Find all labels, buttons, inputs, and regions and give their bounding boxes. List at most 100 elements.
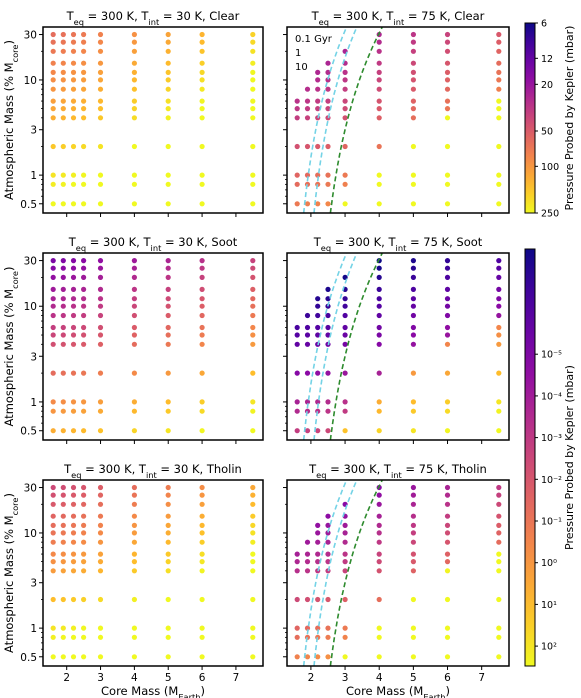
data-point [315, 86, 321, 92]
x-tick-label: 4 [131, 672, 138, 684]
data-point [250, 625, 256, 631]
data-point [131, 539, 137, 545]
data-point [325, 286, 331, 292]
data-point [444, 201, 451, 207]
data-point [315, 312, 321, 319]
curve-label: 1 [295, 48, 301, 59]
data-point [410, 172, 416, 178]
data-point [410, 654, 416, 660]
data-point [342, 568, 348, 574]
data-point [315, 332, 321, 338]
data-point [304, 654, 311, 660]
data-point [199, 428, 205, 434]
data-point [60, 341, 66, 347]
data-point [325, 559, 331, 565]
data-point [199, 286, 205, 292]
data-point [131, 492, 137, 498]
data-point [304, 559, 311, 565]
data-point [60, 332, 66, 338]
data-point [97, 77, 104, 83]
data-point [496, 513, 502, 519]
data-point [165, 332, 171, 338]
data-point [131, 522, 137, 529]
data-point [199, 77, 205, 83]
data-point [97, 408, 104, 414]
data-point [97, 106, 104, 112]
data-point [304, 551, 311, 557]
data-point [325, 551, 331, 557]
data-point [131, 312, 137, 319]
data-point [376, 522, 382, 529]
data-point [81, 634, 87, 640]
data-point [60, 312, 66, 319]
y-tick-label: 0.5 [20, 199, 37, 211]
data-point [131, 625, 137, 631]
data-point [410, 484, 416, 491]
data-point [70, 265, 77, 271]
data-point [250, 513, 256, 519]
x-tick-label: 7 [478, 672, 485, 684]
panel-4: Teq = 300 K, Tint = 75 K, Soot [283, 235, 510, 444]
data-point [50, 265, 56, 271]
data-point [50, 399, 56, 405]
curve-label: 10 [295, 62, 308, 73]
data-point [81, 69, 87, 75]
data-point [376, 341, 382, 347]
data-point [50, 428, 56, 434]
data-point [70, 596, 77, 603]
data-point [410, 530, 416, 536]
data-point [199, 181, 205, 187]
data-point [304, 106, 311, 112]
data-point [496, 428, 502, 434]
data-point [70, 428, 77, 434]
data-point [250, 258, 256, 264]
data-point [70, 60, 77, 66]
evolution-curve [329, 480, 383, 667]
data-point [81, 303, 87, 309]
colorbar-label: Pressure Probed by Kepler (mbar) [563, 26, 576, 211]
data-point [97, 654, 104, 660]
data-point [325, 513, 331, 519]
x-tick-label: 5 [165, 672, 172, 684]
data-point [81, 596, 87, 603]
data-point [50, 77, 56, 83]
data-point [131, 48, 137, 54]
x-tick-label: 3 [342, 672, 349, 684]
data-point [81, 181, 87, 187]
data-point [199, 143, 205, 150]
data-point [304, 332, 311, 338]
data-point [165, 522, 171, 529]
data-point [342, 654, 348, 660]
data-point [315, 98, 321, 104]
data-point [50, 625, 56, 631]
data-point [496, 77, 502, 83]
data-point [496, 86, 502, 92]
data-point [496, 492, 502, 498]
data-point [376, 201, 382, 207]
data-point [97, 265, 104, 271]
data-point [250, 551, 256, 557]
data-point [376, 568, 382, 574]
data-point [444, 539, 451, 545]
data-point [50, 286, 56, 292]
data-point [131, 370, 137, 376]
data-point [70, 341, 77, 347]
data-point [325, 324, 331, 331]
data-point [250, 274, 256, 280]
data-point [496, 568, 502, 574]
data-point [50, 115, 56, 121]
data-point [131, 332, 137, 338]
data-point [342, 530, 348, 536]
data-point [496, 39, 502, 45]
data-point [131, 484, 137, 491]
data-point [496, 296, 502, 302]
data-point [50, 274, 56, 280]
data-point [410, 286, 416, 292]
data-point [165, 539, 171, 545]
data-point [131, 77, 137, 83]
data-point [325, 634, 331, 640]
data-point [342, 115, 348, 121]
data-point [70, 201, 77, 207]
data-point [444, 69, 451, 75]
data-point [70, 370, 77, 376]
